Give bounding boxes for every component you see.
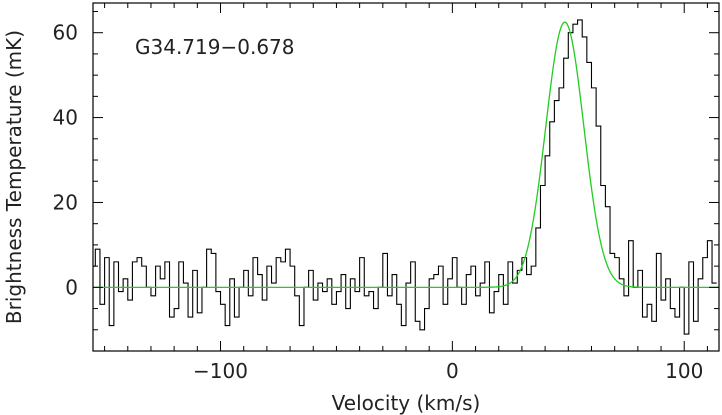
y-tick-label: 60 — [53, 21, 78, 45]
source-name-label: G34.719−0.678 — [135, 35, 295, 59]
plot-layer — [93, 19, 719, 335]
y-axis-label: Brightness Temperature (mK) — [2, 30, 26, 324]
tick-layer: −100 0 100 0 20 40 60 — [53, 3, 719, 383]
y-tick-label: 40 — [53, 106, 78, 130]
gaussian-fit-line — [93, 21, 719, 288]
spectrum-step-line — [93, 19, 717, 335]
x-axis-label: Velocity (km/s) — [332, 391, 481, 415]
x-tick-label: −100 — [193, 359, 248, 383]
y-tick-label: 20 — [53, 190, 78, 214]
y-tick-label: 0 — [65, 275, 78, 299]
x-tick-label: 100 — [665, 359, 703, 383]
x-tick-label: 0 — [446, 359, 459, 383]
